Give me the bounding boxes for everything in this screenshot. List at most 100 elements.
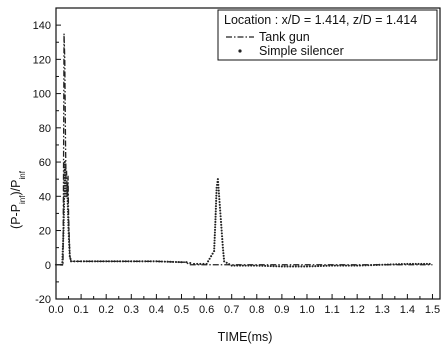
simple-silencer-point bbox=[202, 262, 205, 265]
location-annotation: Location : x/D = 1.414, z/D = 1.414 bbox=[224, 13, 417, 27]
simple-silencer-point bbox=[214, 215, 217, 218]
simple-silencer-point bbox=[189, 262, 192, 265]
simple-silencer-point bbox=[220, 226, 223, 229]
simple-silencer-point bbox=[63, 200, 66, 203]
simple-silencer-point bbox=[67, 238, 71, 241]
simple-silencer-point bbox=[67, 229, 70, 232]
simple-silencer-point bbox=[62, 221, 65, 224]
simple-silencer-point bbox=[328, 264, 331, 267]
simple-silencer-point bbox=[297, 265, 300, 268]
simple-silencer-point bbox=[211, 252, 214, 255]
simple-silencer-point bbox=[73, 260, 76, 263]
simple-silencer-point bbox=[220, 229, 223, 232]
simple-silencer-point bbox=[66, 205, 69, 208]
y-axis-title-sub-1: inf bbox=[18, 195, 27, 204]
y-tick-label: 140 bbox=[33, 20, 51, 32]
simple-silencer-point bbox=[185, 261, 188, 264]
simple-silencer-point bbox=[61, 253, 64, 256]
x-tick-label: 1.2 bbox=[350, 304, 365, 316]
simple-silencer-point bbox=[199, 262, 202, 265]
simple-silencer-point bbox=[64, 179, 67, 182]
simple-silencer-point bbox=[389, 263, 392, 266]
simple-silencer-point bbox=[85, 260, 88, 263]
simple-silencer-point bbox=[144, 260, 147, 263]
simple-silencer-point bbox=[214, 213, 217, 216]
simple-silencer-point bbox=[214, 207, 217, 210]
simple-silencer-point bbox=[67, 226, 70, 229]
simple-silencer-point bbox=[160, 260, 164, 263]
simple-silencer-point bbox=[266, 264, 269, 268]
simple-silencer-point bbox=[102, 260, 105, 263]
simple-silencer-point bbox=[215, 194, 218, 197]
simple-silencer-point bbox=[214, 220, 217, 224]
simple-silencer-point bbox=[218, 203, 221, 206]
simple-silencer-point bbox=[63, 163, 66, 166]
simple-silencer-point bbox=[66, 202, 69, 205]
simple-silencer-point bbox=[305, 265, 309, 268]
simple-silencer-point bbox=[62, 203, 66, 206]
simple-silencer-point bbox=[218, 195, 221, 198]
simple-silencer-point bbox=[347, 264, 350, 267]
x-tick-label: 0.5 bbox=[174, 304, 189, 316]
simple-silencer-point bbox=[133, 260, 136, 263]
simple-silencer-point bbox=[219, 218, 222, 221]
simple-silencer-point bbox=[54, 263, 58, 266]
simple-silencer-point bbox=[96, 260, 99, 263]
simple-silencer-point bbox=[275, 265, 278, 268]
simple-silencer-point bbox=[62, 232, 65, 235]
simple-silencer-point bbox=[223, 260, 226, 263]
simple-silencer-point bbox=[417, 262, 420, 265]
x-tick-label: 1.0 bbox=[299, 304, 314, 316]
simple-silencer-point bbox=[163, 260, 166, 263]
simple-silencer-point bbox=[213, 228, 217, 231]
y-tick-label: 20 bbox=[39, 226, 51, 238]
simple-silencer-point bbox=[414, 262, 417, 265]
simple-silencer-point bbox=[428, 262, 431, 265]
simple-silencer-point bbox=[420, 262, 423, 265]
simple-silencer-point bbox=[361, 264, 364, 267]
simple-silencer-point bbox=[62, 216, 65, 219]
simple-silencer-point bbox=[303, 265, 306, 268]
simple-silencer-point bbox=[61, 263, 64, 266]
simple-silencer-point bbox=[261, 264, 264, 267]
simple-silencer-point bbox=[213, 244, 216, 247]
simple-silencer-point bbox=[219, 209, 222, 212]
simple-silencer-point bbox=[66, 186, 69, 189]
simple-silencer-point bbox=[331, 264, 334, 267]
simple-silencer-point bbox=[217, 180, 220, 184]
simple-silencer-point bbox=[221, 246, 224, 249]
simple-silencer-point bbox=[350, 264, 353, 267]
simple-silencer-point bbox=[217, 186, 220, 189]
tank-gun-line bbox=[56, 33, 433, 266]
simple-silencer-point bbox=[68, 252, 71, 255]
simple-silencer-point bbox=[247, 264, 250, 267]
simple-silencer-point bbox=[280, 265, 283, 268]
simple-silencer-point bbox=[213, 231, 216, 234]
simple-silencer-point bbox=[61, 261, 64, 264]
simple-silencer-point bbox=[91, 260, 94, 263]
simple-silencer-point bbox=[61, 255, 64, 258]
simple-silencer-point bbox=[344, 264, 348, 267]
y-axis-title-part-1: (P-P bbox=[9, 204, 23, 229]
x-tick-label: 0.3 bbox=[124, 304, 139, 316]
simple-silencer-point bbox=[116, 260, 119, 263]
simple-silencer-point bbox=[214, 223, 217, 226]
simple-silencer-point bbox=[230, 264, 233, 267]
simple-silencer-point bbox=[409, 262, 412, 265]
simple-silencer-point bbox=[372, 264, 375, 267]
legend-marker-simple-silencer bbox=[238, 49, 242, 53]
simple-silencer-point bbox=[138, 260, 141, 263]
simple-silencer-point bbox=[252, 264, 256, 267]
simple-silencer-point bbox=[215, 191, 218, 195]
simple-silencer-point bbox=[63, 195, 66, 198]
x-tick-label: 1.3 bbox=[375, 304, 390, 316]
simple-silencer-point bbox=[322, 264, 325, 267]
simple-silencer-point bbox=[395, 263, 398, 266]
simple-silencer-point bbox=[339, 264, 342, 267]
simple-silencer-point bbox=[272, 265, 275, 268]
simple-silencer-point bbox=[286, 265, 289, 268]
simple-silencer-point bbox=[215, 189, 218, 192]
simple-silencer-point bbox=[236, 264, 239, 267]
simple-silencer-point bbox=[220, 223, 223, 226]
